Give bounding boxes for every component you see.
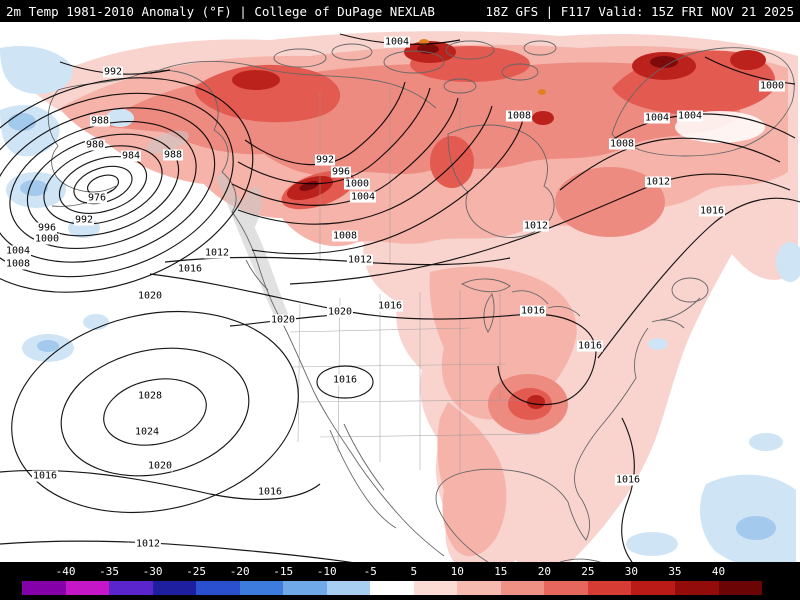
- colorbar-tick: 5: [410, 565, 418, 578]
- colorbar-cell: [631, 581, 675, 595]
- model-run-info: 18Z GFS | F117 Valid: 15Z FRI NOV 21 202…: [485, 3, 794, 19]
- colorbar-tick: 40: [711, 565, 726, 578]
- colorbar-cell: [500, 581, 545, 595]
- colorbar-cell: [718, 581, 763, 595]
- colorbar-cell: [413, 581, 458, 595]
- colorbar-cell: [544, 581, 588, 595]
- colorbar-cell: [283, 581, 327, 595]
- colorbar-cell: [457, 581, 501, 595]
- colorbar-tick: 10: [450, 565, 464, 578]
- map-svg: [0, 31, 800, 562]
- colorbar-ticks: -40 -35 -30 -25 -20 -15 -10 -5 5 10 15 20 25 30 35 40: [0, 562, 800, 579]
- colorbar-cell: [326, 581, 371, 595]
- colorbar-cell: [196, 581, 240, 595]
- warm-anomaly-fills: [30, 31, 798, 562]
- colorbar-cell: [674, 581, 719, 595]
- colorbar-cell: [22, 581, 66, 595]
- colorbar-tick: -20: [229, 565, 250, 578]
- product-title: 2m Temp 1981-2010 Anomaly (°F) | College…: [6, 3, 435, 19]
- colorbar-tick: 35: [668, 565, 682, 578]
- colorbar-tick: -40: [55, 565, 76, 578]
- colorbar-tick: -25: [186, 565, 207, 578]
- colorbar-cell: [239, 581, 284, 595]
- colorbar-cell: [109, 581, 153, 595]
- colorbar-scale: [22, 581, 763, 595]
- colorbar-cell: [65, 581, 110, 595]
- colorbar-cell: [370, 581, 414, 595]
- colorbar-cell: [587, 581, 632, 595]
- coastlines: [47, 40, 795, 562]
- colorbar-tick: 15: [494, 565, 508, 578]
- colorbar-tick: -35: [99, 565, 119, 578]
- map-area: 992 1004 988 980 984 988 976 992 996 1000 1004 1008…: [0, 22, 800, 562]
- colorbar-tick: 25: [581, 565, 595, 578]
- colorbar-tick: 20: [537, 565, 551, 578]
- colorbar-tick: -15: [273, 565, 294, 578]
- colorbar: -40 -35 -30 -25 -20 -15 -10 -5 5 10 15 20 25 30 35 40: [0, 562, 800, 600]
- colorbar-cell: [152, 581, 197, 595]
- colorbar-tick: -10: [316, 565, 337, 578]
- colorbar-tick: -30: [142, 565, 163, 578]
- title-bar: 2m Temp 1981-2010 Anomaly (°F) | College…: [0, 0, 800, 22]
- colorbar-tick: -5: [363, 565, 377, 578]
- colorbar-tick: 30: [624, 565, 639, 578]
